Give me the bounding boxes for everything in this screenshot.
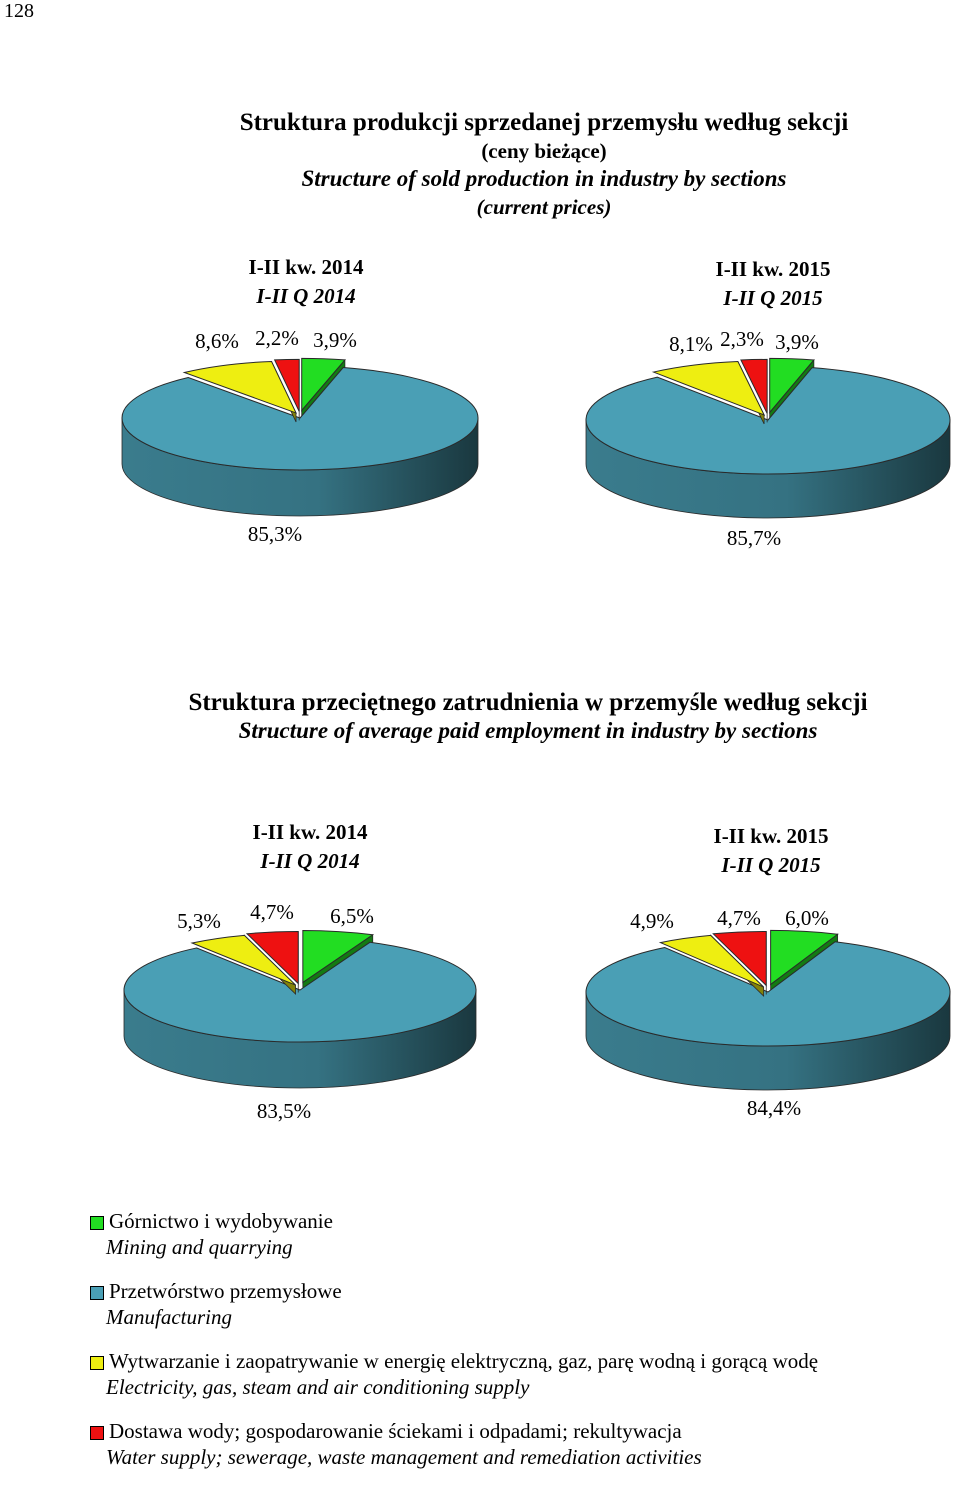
legend-swatch-manufacturing bbox=[90, 1286, 104, 1300]
pie-3-label-mining: 6,5% bbox=[330, 904, 374, 928]
pie-2-label-manufacturing: 85,7% bbox=[727, 526, 781, 550]
pie-2-label-electricity: 8,1% bbox=[669, 332, 713, 356]
pie-1-label-water: 2,2% bbox=[255, 326, 299, 350]
legend-item-electricity: Wytwarzanie i zaopatrywanie w energię el… bbox=[90, 1348, 950, 1418]
pie-4-label-water: 4,7% bbox=[717, 906, 761, 930]
pie-3: 6,5% 4,7% 5,3% 83,5% bbox=[123, 900, 477, 1123]
chart1-title-pl: Struktura produkcji sprzedanej przemysłu… bbox=[239, 109, 849, 136]
pie2-period-en: I-II Q 2015 bbox=[723, 286, 823, 310]
pie2-period-pl: I-II kw. 2015 bbox=[715, 257, 831, 281]
pie3-period-en: I-II Q 2014 bbox=[260, 849, 360, 873]
pie-3-label-manufacturing: 83,5% bbox=[257, 1099, 311, 1123]
pie-3-slice-water bbox=[245, 930, 299, 993]
pie-4-slice-water bbox=[712, 930, 767, 995]
page-number: 128 bbox=[4, 0, 34, 22]
legend-label-en: Mining and quarrying bbox=[106, 1235, 293, 1259]
pie-3-slice-manufacturing bbox=[123, 941, 477, 1089]
pie-1-slice-electricity bbox=[182, 360, 298, 423]
pie-2-slice-electricity bbox=[651, 360, 766, 425]
pie3-period-pl: I-II kw. 2014 bbox=[252, 820, 368, 844]
legend-label-pl: Wytwarzanie i zaopatrywanie w energię el… bbox=[109, 1349, 819, 1373]
pie-2-slice-water bbox=[740, 358, 768, 423]
legend-swatch-electricity bbox=[90, 1356, 104, 1370]
pie-2-label-mining: 3,9% bbox=[775, 330, 819, 354]
legend-swatch-mining bbox=[90, 1216, 104, 1230]
legend-swatch-water bbox=[90, 1426, 104, 1440]
legend-label-en: Water supply; sewerage, waste management… bbox=[106, 1445, 702, 1469]
chart1-title-en: Structure of sold production in industry… bbox=[301, 166, 787, 191]
pie3-period: I-II kw. 2014 I-II Q 2014 bbox=[190, 818, 430, 876]
pie4-period-en: I-II Q 2015 bbox=[721, 853, 821, 877]
legend-item-water: Dostawa wody; gospodarowanie ściekami i … bbox=[90, 1418, 950, 1488]
pie-3-label-water: 4,7% bbox=[250, 900, 294, 924]
pie4-period-pl: I-II kw. 2015 bbox=[713, 824, 829, 848]
chart1-subtitle-pl: (ceny bieżące) bbox=[481, 139, 607, 163]
pie-4-label-electricity: 4,9% bbox=[630, 909, 674, 933]
legend-item-manufacturing: Przetwórstwo przemysłowe Manufacturing bbox=[90, 1278, 950, 1348]
pie1-period-en: I-II Q 2014 bbox=[256, 284, 356, 308]
pie-4-label-manufacturing: 84,4% bbox=[747, 1096, 801, 1120]
chart2-title-pl: Struktura przeciętnego zatrudnienia w pr… bbox=[188, 689, 868, 716]
pie-1-label-electricity: 8,6% bbox=[195, 329, 239, 353]
legend-label-pl: Przetwórstwo przemysłowe bbox=[109, 1279, 342, 1303]
pie-2: 3,9% 2,3% 8,1% 85,7% bbox=[585, 327, 951, 550]
pie1-period: I-II kw. 2014 I-II Q 2014 bbox=[186, 253, 426, 311]
legend-item-mining: Górnictwo i wydobywanie Mining and quarr… bbox=[90, 1208, 950, 1278]
chart2-title-en: Structure of average paid employment in … bbox=[238, 718, 818, 743]
legend-label-pl: Górnictwo i wydobywanie bbox=[109, 1209, 333, 1233]
pie1-period-pl: I-II kw. 2014 bbox=[248, 255, 364, 279]
pie-1-slice-manufacturing bbox=[121, 367, 479, 517]
pie-1: 3,9% 2,2% 8,6% 85,3% bbox=[121, 326, 479, 546]
pie-4-slice-electricity bbox=[658, 934, 765, 997]
pie-4-slice-manufacturing bbox=[585, 941, 951, 1091]
pie-4-label-mining: 6,0% bbox=[785, 906, 829, 930]
pie-4: 6,0% 4,7% 4,9% 84,4% bbox=[585, 906, 951, 1120]
pie-1-label-mining: 3,9% bbox=[313, 328, 357, 352]
pie2-period: I-II kw. 2015 I-II Q 2015 bbox=[653, 255, 893, 313]
pie-2-label-water: 2,3% bbox=[720, 327, 764, 351]
pie-2-slice-manufacturing bbox=[585, 367, 951, 519]
legend-label-en: Manufacturing bbox=[106, 1305, 232, 1329]
pie-1-label-manufacturing: 85,3% bbox=[248, 522, 302, 546]
chart1-title-block: Struktura produkcji sprzedanej przemysłu… bbox=[0, 108, 960, 221]
chart2-title-block: Struktura przeciętnego zatrudnienia w pr… bbox=[0, 688, 960, 745]
pie4-period: I-II kw. 2015 I-II Q 2015 bbox=[651, 822, 891, 880]
chart1-subtitle-en: (current prices) bbox=[476, 195, 612, 219]
legend-label-en: Electricity, gas, steam and air conditio… bbox=[106, 1375, 530, 1399]
pie-1-slice-water bbox=[273, 358, 300, 421]
pie-3-slice-electricity bbox=[190, 934, 296, 996]
legend-label-pl: Dostawa wody; gospodarowanie ściekami i … bbox=[109, 1419, 682, 1443]
legend: Górnictwo i wydobywanie Mining and quarr… bbox=[90, 1208, 950, 1488]
pie-3-label-electricity: 5,3% bbox=[177, 909, 221, 933]
